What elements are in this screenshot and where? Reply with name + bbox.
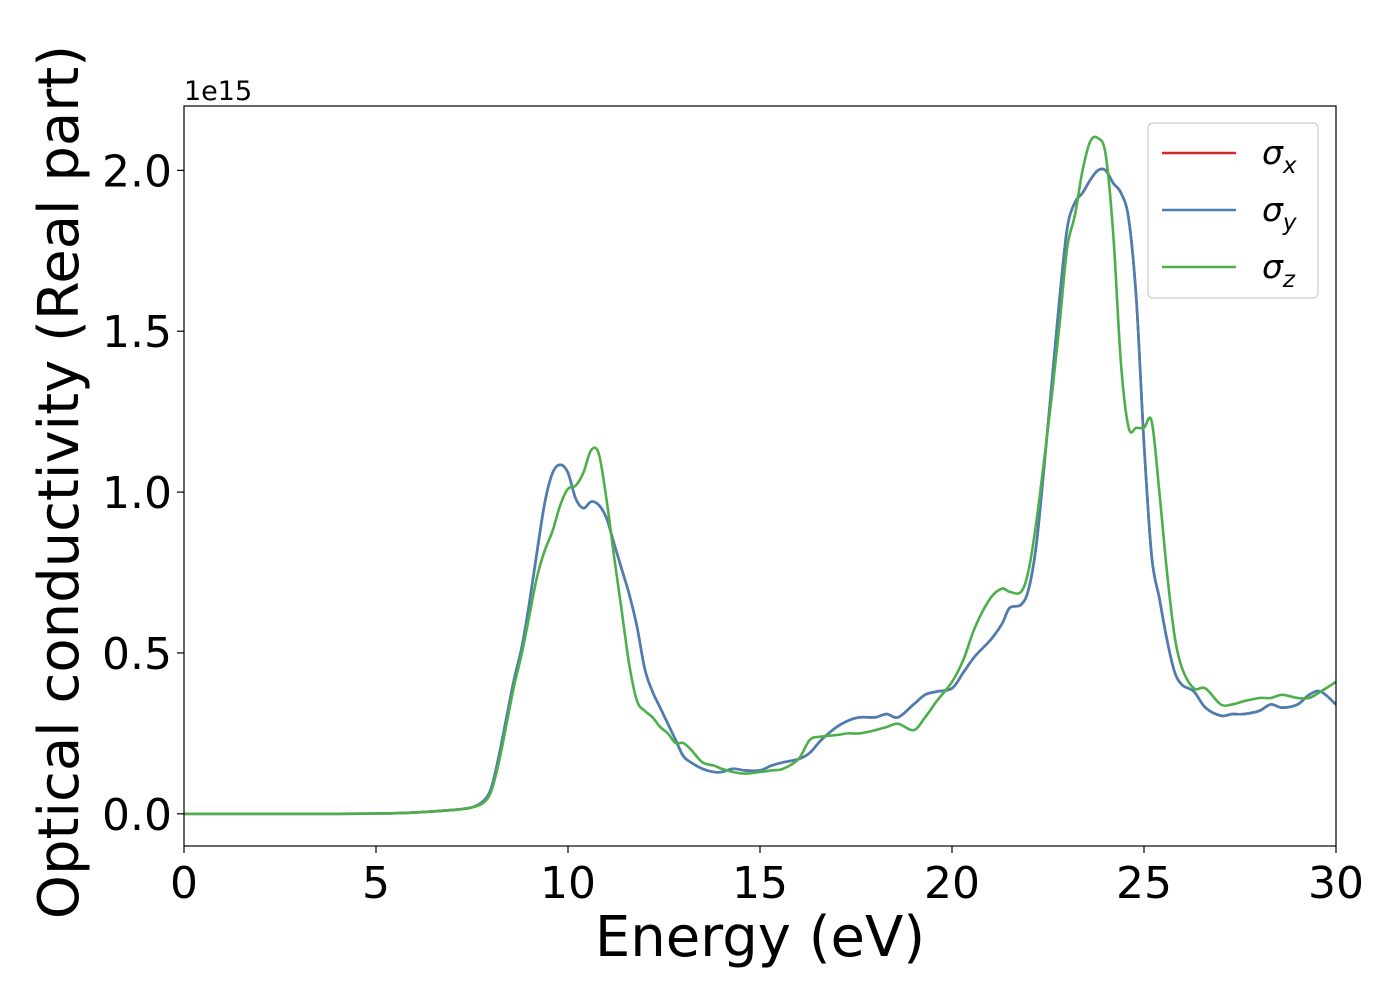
y-tick-label: 0.0 (102, 790, 172, 841)
x-tick-label: 5 (362, 858, 390, 909)
x-axis-title: Energy (eV) (595, 905, 925, 970)
x-tick-label: 0 (170, 858, 198, 909)
x-tick-label: 15 (732, 858, 788, 909)
x-tick-label: 30 (1308, 858, 1364, 909)
legend: σx σy σz (1147, 122, 1319, 299)
legend-label-z: σz (1262, 247, 1296, 293)
x-tick-label: 25 (1116, 858, 1172, 909)
plot-area (184, 135, 1336, 816)
y-tick-label: 2.0 (102, 146, 172, 197)
x-tick-label: 20 (924, 858, 980, 909)
y-axis-title: Optical conductivity (Real part) (27, 45, 92, 919)
y-offset-label: 1e15 (184, 76, 252, 107)
series-line-z (184, 135, 1336, 816)
legend-label-y: σy (1262, 190, 1297, 236)
x-tick-label: 10 (540, 858, 596, 909)
series-line-y (184, 167, 1336, 816)
y-tick-label: 0.5 (102, 629, 172, 680)
y-tick-label: 1.5 (102, 307, 172, 358)
legend-label-x: σx (1262, 133, 1297, 179)
axis-ticks: 0 5 10 15 20 25 30 0.0 0.5 1.0 1.5 2.0 (102, 146, 1364, 909)
y-tick-label: 1.0 (102, 468, 172, 519)
